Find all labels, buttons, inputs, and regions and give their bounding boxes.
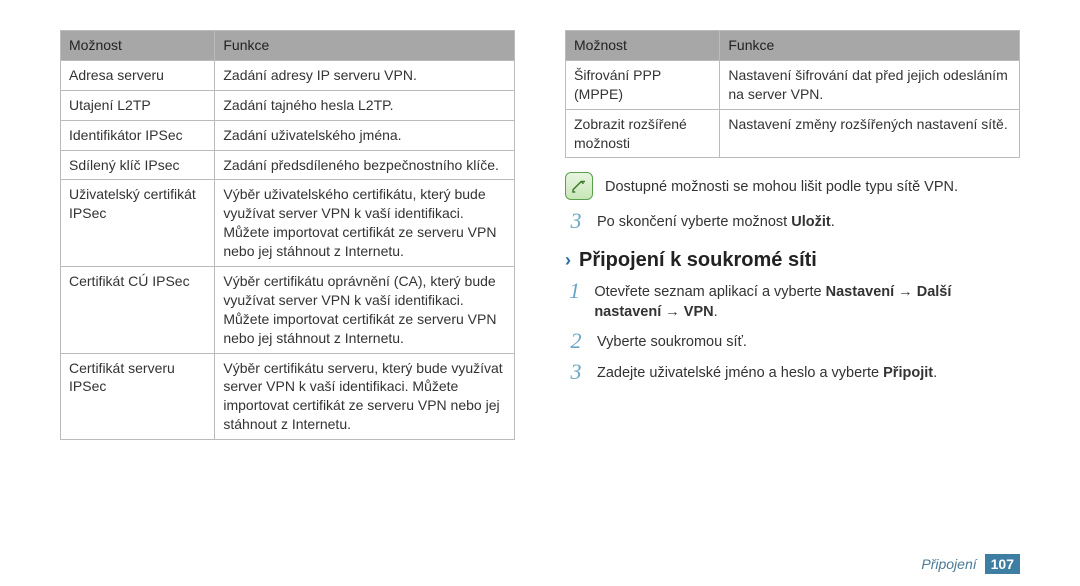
header-option: Možnost (566, 31, 720, 61)
page-footer: Připojení 107 (921, 554, 1020, 574)
text: Zadejte uživatelské jméno a heslo a vybe… (597, 365, 883, 381)
cell-option: Utajení L2TP (61, 90, 215, 120)
table-row: Zobrazit rozšířené možnostiNastavení změ… (566, 109, 1020, 158)
step-text: Po skončení vyberte možnost Uložit. (597, 210, 835, 232)
step-number: 1 (565, 280, 584, 302)
cell-function: Výběr uživatelského certifikátu, který b… (215, 180, 515, 267)
cell-option: Šifrování PPP (MPPE) (566, 60, 720, 109)
step-text: Vyberte soukromou síť. (597, 330, 747, 352)
cell-function: Výběr certifikátu serveru, který bude vy… (215, 353, 515, 440)
text: . (714, 304, 718, 320)
cell-option: Adresa serveru (61, 60, 215, 90)
table-row: Sdílený klíč IPsecZadání předsdíleného b… (61, 150, 515, 180)
footer-page-number: 107 (985, 554, 1020, 574)
table-row: Šifrování PPP (MPPE)Nastavení šifrování … (566, 60, 1020, 109)
text: Po skončení vyberte možnost (597, 214, 791, 230)
cell-function: Zadání tajného hesla L2TP. (215, 90, 515, 120)
note-text: Dostupné možnosti se mohou lišit podle t… (605, 175, 958, 197)
text: Otevřete seznam aplikací a vyberte (594, 284, 825, 300)
cell-option: Uživatelský certifikát IPSec (61, 180, 215, 267)
step-text: Otevřete seznam aplikací a vyberte Nasta… (594, 280, 1020, 323)
cell-option: Certifikát CÚ IPSec (61, 267, 215, 354)
header-function: Funkce (215, 31, 515, 61)
table-row: Utajení L2TPZadání tajného hesla L2TP. (61, 90, 515, 120)
cell-option: Certifikát serveru IPSec (61, 353, 215, 440)
cell-function: Nastavení šifrování dat před jejich odes… (720, 60, 1020, 109)
right-column: Možnost Funkce Šifrování PPP (MPPE)Nasta… (565, 30, 1020, 440)
header-option: Možnost (61, 31, 215, 61)
text: . (933, 365, 937, 381)
bold-text: Připojit (883, 365, 933, 381)
text: → (661, 304, 684, 320)
table-row: Certifikát CÚ IPSecVýběr certifikátu opr… (61, 267, 515, 354)
cell-function: Zadání předsdíleného bezpečnostního klíč… (215, 150, 515, 180)
vpn-options-table-right: Možnost Funkce Šifrování PPP (MPPE)Nasta… (565, 30, 1020, 158)
step-number: 3 (565, 361, 587, 383)
footer-section-label: Připojení (921, 556, 976, 572)
section-title: Připojení k soukromé síti (579, 249, 817, 272)
step-save: 3 Po skončení vyberte možnost Uložit. (565, 210, 1020, 232)
text: . (831, 214, 835, 230)
note-row: Dostupné možnosti se mohou lišit podle t… (565, 172, 1020, 200)
bold-text: VPN (684, 304, 714, 320)
chevron-icon: › (565, 250, 571, 271)
table-row: Uživatelský certifikát IPSecVýběr uživat… (61, 180, 515, 267)
note-icon (565, 172, 593, 200)
cell-option: Sdílený klíč IPsec (61, 150, 215, 180)
step-text: Zadejte uživatelské jméno a heslo a vybe… (597, 361, 937, 383)
cell-option: Identifikátor IPSec (61, 120, 215, 150)
step-2: 2 Vyberte soukromou síť. (565, 330, 1020, 352)
header-function: Funkce (720, 31, 1020, 61)
table-row: Certifikát serveru IPSecVýběr certifikát… (61, 353, 515, 440)
bold-text: Uložit (791, 214, 830, 230)
vpn-options-table-left: Možnost Funkce Adresa serveruZadání adre… (60, 30, 515, 440)
left-column: Možnost Funkce Adresa serveruZadání adre… (60, 30, 515, 440)
cell-option: Zobrazit rozšířené možnosti (566, 109, 720, 158)
cell-function: Výběr certifikátu oprávnění (CA), který … (215, 267, 515, 354)
cell-function: Nastavení změny rozšířených nastavení sí… (720, 109, 1020, 158)
table-row: Adresa serveruZadání adresy IP serveru V… (61, 60, 515, 90)
section-heading: › Připojení k soukromé síti (565, 249, 1020, 272)
table-row: Identifikátor IPSecZadání uživatelského … (61, 120, 515, 150)
cell-function: Zadání uživatelského jména. (215, 120, 515, 150)
step-1: 1 Otevřete seznam aplikací a vyberte Nas… (565, 280, 1020, 323)
cell-function: Zadání adresy IP serveru VPN. (215, 60, 515, 90)
step-3: 3 Zadejte uživatelské jméno a heslo a vy… (565, 361, 1020, 383)
step-number: 2 (565, 330, 587, 352)
bold-text: Nastavení (826, 284, 895, 300)
text: → (894, 284, 917, 300)
step-number: 3 (565, 210, 587, 232)
